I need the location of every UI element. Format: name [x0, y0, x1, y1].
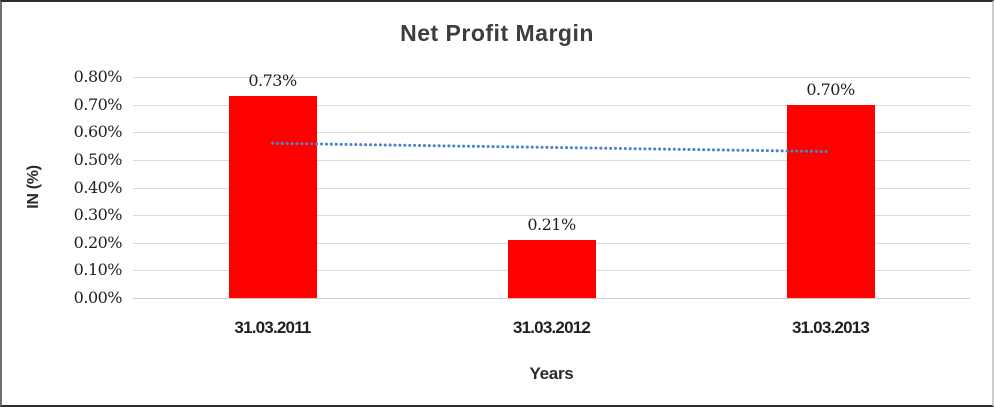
y-tick-label: 0.60%: [73, 122, 123, 142]
y-tick-label: 0.00%: [73, 288, 123, 307]
gridline: [133, 187, 970, 189]
data-label: 0.73%: [248, 71, 297, 91]
data-label: 0.70%: [806, 79, 855, 99]
x-category-label: 31.03.2011: [234, 318, 311, 337]
gridline: [133, 77, 970, 78]
y-tick-label: 0.50%: [73, 149, 123, 169]
y-tick-label: 0.30%: [73, 205, 123, 225]
y-tick-label: 0.10%: [73, 260, 123, 280]
x-category-label: 31.03.2012: [512, 318, 591, 337]
chart-title: Net Profit Margin: [400, 20, 594, 46]
x-axis-title: Years: [529, 364, 574, 383]
gridline: [133, 159, 970, 161]
bar-31.03.2012: [507, 240, 596, 298]
y-axis-tick-labels: 0.80% 0.70% 0.60% 0.50% 0.40% 0.30% 0.20% 0.10%…: [2, 68, 123, 307]
gridline: [133, 132, 970, 134]
gridline: [133, 215, 970, 217]
y-tick-label: 0.20%: [73, 232, 123, 252]
bar-31.03.2011: [228, 96, 317, 298]
y-tick-label: 0.40%: [73, 177, 123, 197]
x-category-label: 31.03.2013: [791, 318, 870, 337]
plot-area: 0.73% 0.21% 0.70%: [133, 71, 970, 299]
gridline: [133, 104, 970, 106]
bar-31.03.2013: [786, 104, 875, 298]
trendline: [271, 141, 832, 154]
y-tick-label: 0.70%: [73, 94, 123, 114]
data-label: 0.21%: [527, 215, 576, 234]
x-axis-line: [133, 298, 970, 299]
y-tick-label: 0.80%: [73, 67, 123, 86]
